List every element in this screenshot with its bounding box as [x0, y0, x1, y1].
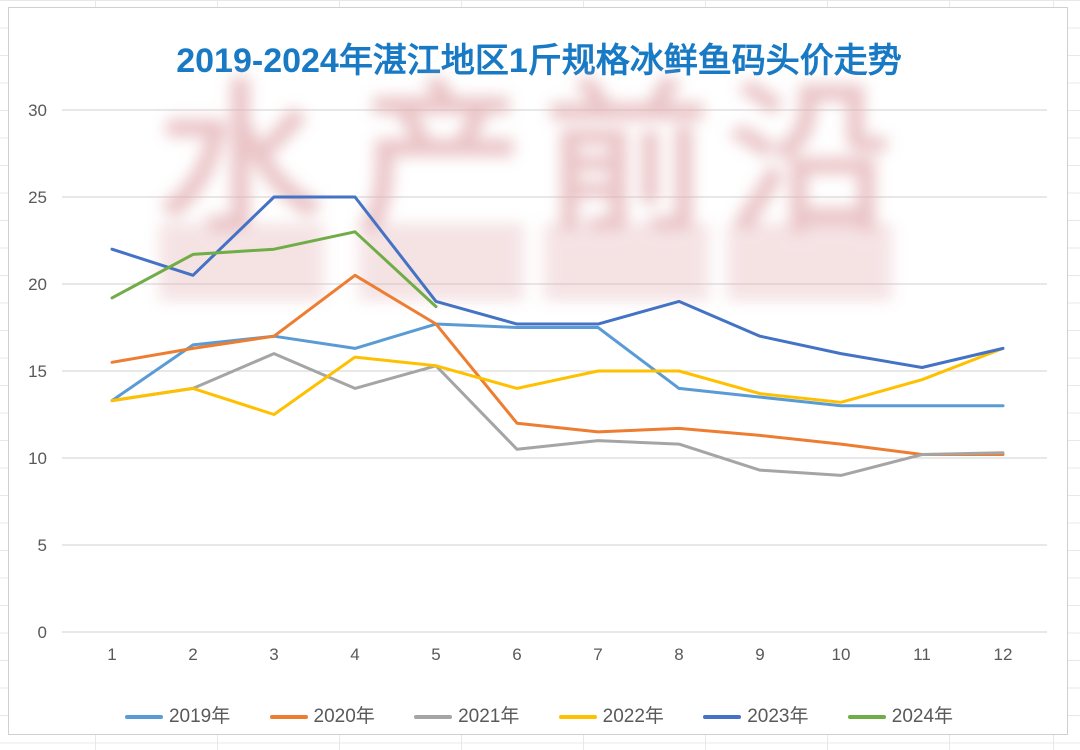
svg-text:11: 11: [913, 645, 931, 664]
svg-text:12: 12: [994, 645, 1013, 664]
svg-text:10: 10: [832, 645, 851, 664]
svg-text:8: 8: [674, 645, 683, 664]
svg-text:15: 15: [28, 362, 47, 381]
svg-text:9: 9: [755, 645, 764, 664]
svg-text:1: 1: [107, 645, 116, 664]
svg-text:0: 0: [38, 623, 47, 642]
svg-text:3: 3: [269, 645, 278, 664]
svg-text:20: 20: [28, 275, 47, 294]
svg-text:2: 2: [188, 645, 197, 664]
svg-text:7: 7: [593, 645, 602, 664]
svg-text:6: 6: [512, 645, 521, 664]
svg-text:沿: 沿: [728, 69, 893, 253]
svg-text:产: 产: [358, 69, 523, 253]
svg-text:5: 5: [431, 645, 440, 664]
svg-text:25: 25: [28, 188, 47, 207]
svg-text:水: 水: [158, 69, 324, 253]
svg-text:5: 5: [38, 536, 47, 555]
svg-text:前: 前: [545, 69, 710, 253]
svg-text:4: 4: [350, 645, 359, 664]
svg-text:10: 10: [28, 449, 47, 468]
svg-text:30: 30: [28, 101, 47, 120]
